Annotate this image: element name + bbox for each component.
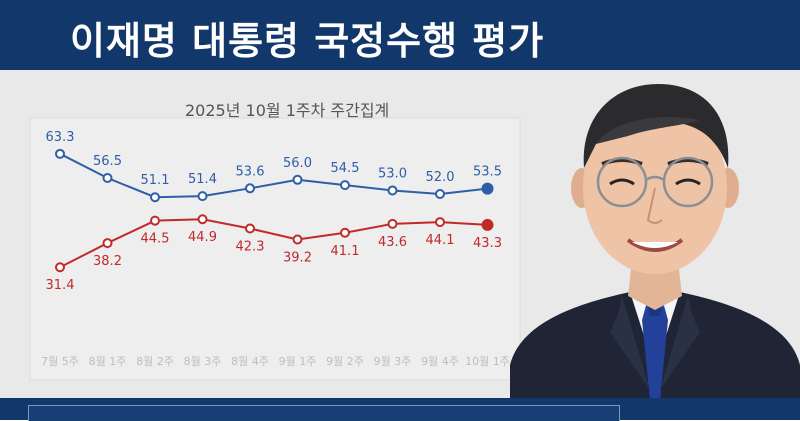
x-tick-label: 9월 2주 [326,355,364,368]
data-label: 44.1 [426,233,455,248]
data-label: 56.5 [93,154,122,169]
data-point [292,234,303,245]
data-point [102,173,113,183]
x-tick-label: 9월 1주 [279,355,317,368]
data-label: 42.3 [236,239,265,254]
data-point [387,218,398,229]
data-point [197,191,208,202]
data-label: 54.5 [331,161,360,176]
approve-series-line [59,152,488,199]
page-title: 이재명 대통령 국정수행 평가 [70,19,545,63]
data-label: 51.4 [188,172,217,187]
x-tick-label: 8월 3주 [184,355,222,368]
data-label: 39.2 [283,251,312,266]
data-label: 63.3 [46,130,75,145]
data-label: 41.1 [331,244,360,259]
data-label: 53.0 [378,166,407,181]
data-point [150,192,160,203]
data-point [435,189,445,199]
data-label: 44.5 [141,232,170,247]
x-tick-label: 9월 4주 [421,355,459,368]
data-point [481,182,494,195]
data-label: 38.2 [93,254,122,269]
data-label: 51.1 [141,173,170,188]
portrait-image [510,84,800,400]
data-point [481,218,494,231]
data-point [102,238,113,249]
data-label: 43.6 [378,235,407,250]
chart-subtitle: 2025년 10월 1주차 주간집계 [185,101,390,120]
header-bar [0,0,800,70]
x-tick-label: 8월 1주 [89,355,127,368]
x-tick-label: 9월 3주 [374,355,412,368]
caption-box [28,405,620,421]
data-point [55,262,65,273]
data-label: 44.9 [188,230,217,245]
data-point [55,148,65,159]
disapprove-series-line [59,218,488,269]
data-point [292,174,303,185]
data-point [150,215,160,226]
data-label: 56.0 [283,156,312,171]
x-tick-label: 8월 4주 [231,355,269,368]
data-point [245,183,255,194]
data-point [340,227,350,238]
plot-area [29,117,521,381]
x-tick-label: 8월 2주 [136,355,174,368]
data-label: 53.5 [473,165,502,180]
data-point [340,180,350,191]
data-label: 52.0 [426,170,455,185]
data-label: 31.4 [46,278,75,293]
data-point [387,185,398,196]
data-point [245,223,255,234]
x-tick-label: 7월 5주 [41,355,79,368]
data-point [197,214,208,225]
data-label: 43.3 [473,236,502,251]
data-label: 53.6 [236,164,265,179]
x-tick-label: 10월 1주 [465,355,510,368]
data-point [435,217,445,228]
